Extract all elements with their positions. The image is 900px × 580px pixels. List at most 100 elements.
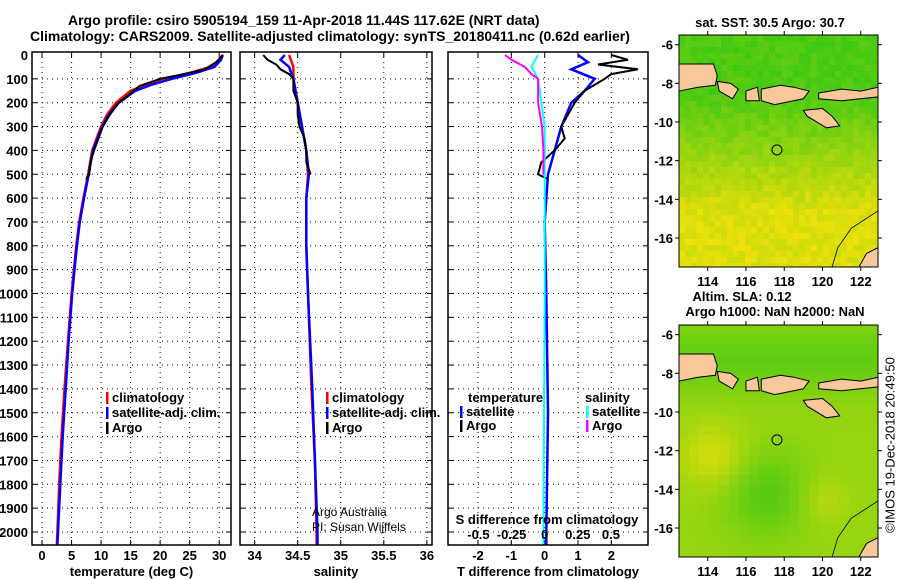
heatmap-cell bbox=[727, 209, 733, 215]
heatmap-cell bbox=[721, 215, 727, 221]
heatmap-cell bbox=[721, 245, 727, 251]
heatmap-cell bbox=[689, 445, 699, 455]
heatmap-cell bbox=[809, 435, 819, 445]
heatmap-cell bbox=[733, 257, 739, 263]
heatmap-cell bbox=[819, 495, 829, 505]
heatmap-cell bbox=[763, 167, 769, 173]
heatmap-cell bbox=[697, 209, 703, 215]
heatmap-cell bbox=[679, 251, 685, 257]
heatmap-cell bbox=[859, 35, 865, 41]
heatmap-cell bbox=[745, 233, 751, 239]
heatmap-cell bbox=[835, 209, 841, 215]
heatmap-cell bbox=[811, 245, 817, 251]
heatmap-cell bbox=[703, 53, 709, 59]
heatmap-cell bbox=[721, 209, 727, 215]
heatmap-cell bbox=[779, 325, 789, 335]
heatmap-cell bbox=[697, 215, 703, 221]
heatmap-cell bbox=[703, 167, 709, 173]
heatmap-cell bbox=[811, 95, 817, 101]
heatmap-cell bbox=[709, 197, 715, 203]
heatmap-cell bbox=[817, 197, 823, 203]
heatmap-cell bbox=[853, 137, 859, 143]
heatmap-cell bbox=[769, 475, 779, 485]
heatmap-cell bbox=[853, 35, 859, 41]
heatmap-cell bbox=[769, 155, 775, 161]
heatmap-cell bbox=[719, 395, 729, 405]
heatmap-cell bbox=[859, 65, 865, 71]
heatmap-cell bbox=[727, 167, 733, 173]
heatmap-cell bbox=[829, 101, 835, 107]
heatmap-cell bbox=[727, 41, 733, 47]
heatmap-cell bbox=[757, 143, 763, 149]
heatmap-cell bbox=[739, 325, 749, 335]
heatmap-cell bbox=[869, 325, 878, 335]
heatmap-cell bbox=[751, 167, 757, 173]
heatmap-cell bbox=[871, 65, 877, 71]
heatmap-cell bbox=[847, 245, 853, 251]
heatmap-cell bbox=[697, 191, 703, 197]
heatmap-cell bbox=[685, 161, 691, 167]
heatmap-cell bbox=[709, 395, 719, 405]
heatmap-cell bbox=[835, 185, 841, 191]
heatmap-cell bbox=[709, 191, 715, 197]
heatmap-cell bbox=[817, 257, 823, 263]
heatmap-cell bbox=[759, 355, 769, 365]
heatmap-cell bbox=[729, 485, 739, 495]
heatmap-cell bbox=[757, 227, 763, 233]
heatmap-cell bbox=[715, 209, 721, 215]
heatmap-cell bbox=[739, 155, 745, 161]
heatmap-cell bbox=[691, 239, 697, 245]
heatmap-cell bbox=[835, 113, 841, 119]
heatmap-cell bbox=[781, 173, 787, 179]
imos-timestamp: ©IMOS 19-Dec-2018 20:49:50 bbox=[883, 357, 898, 533]
heatmap-cell bbox=[689, 325, 699, 335]
x-tick-label: -1 bbox=[506, 548, 518, 563]
heatmap-cell bbox=[679, 475, 689, 485]
heatmap-cell bbox=[685, 245, 691, 251]
map-y-tick-label: -16 bbox=[654, 231, 673, 246]
heatmap-cell bbox=[697, 35, 703, 41]
heatmap-cell bbox=[699, 475, 709, 485]
heatmap-cell bbox=[841, 191, 847, 197]
y-tick-label: 1800 bbox=[0, 477, 28, 492]
heatmap-cell bbox=[751, 173, 757, 179]
heatmap-cell bbox=[709, 167, 715, 173]
heatmap-cell bbox=[733, 209, 739, 215]
heatmap-cell bbox=[729, 355, 739, 365]
heatmap-cell bbox=[739, 227, 745, 233]
heatmap-cell bbox=[811, 83, 817, 89]
heatmap-cell bbox=[751, 221, 757, 227]
heatmap-cell bbox=[763, 227, 769, 233]
heatmap-cell bbox=[841, 47, 847, 53]
heatmap-cell bbox=[781, 179, 787, 185]
heatmap-cell bbox=[769, 455, 779, 465]
heatmap-cell bbox=[835, 53, 841, 59]
heatmap-cell bbox=[805, 179, 811, 185]
heatmap-cell bbox=[841, 245, 847, 251]
heatmap-cell bbox=[779, 475, 789, 485]
heatmap-cell bbox=[829, 167, 835, 173]
heatmap-cell bbox=[775, 65, 781, 71]
heatmap-cell bbox=[799, 185, 805, 191]
heatmap-cell bbox=[709, 505, 719, 515]
heatmap-cell bbox=[691, 263, 697, 267]
heatmap-cell bbox=[763, 137, 769, 143]
legend-swatch-satellite bbox=[106, 407, 109, 419]
heatmap-cell bbox=[839, 465, 849, 475]
heatmap-cell bbox=[829, 35, 835, 41]
heatmap-cell bbox=[751, 41, 757, 47]
heatmap-cell bbox=[739, 495, 749, 505]
heatmap-cell bbox=[751, 257, 757, 263]
annotation-pi: PI: Susan Wijffels bbox=[312, 520, 406, 534]
heatmap-cell bbox=[841, 131, 847, 137]
heatmap-cell bbox=[749, 525, 759, 535]
heatmap-cell bbox=[809, 485, 819, 495]
heatmap-cell bbox=[799, 209, 805, 215]
heatmap-cell bbox=[739, 535, 749, 545]
heatmap-cell bbox=[721, 119, 727, 125]
heatmap-cell bbox=[699, 395, 709, 405]
heatmap-cell bbox=[819, 335, 829, 345]
heatmap-cell bbox=[763, 257, 769, 263]
heatmap-cell bbox=[799, 445, 809, 455]
heatmap-cell bbox=[727, 227, 733, 233]
